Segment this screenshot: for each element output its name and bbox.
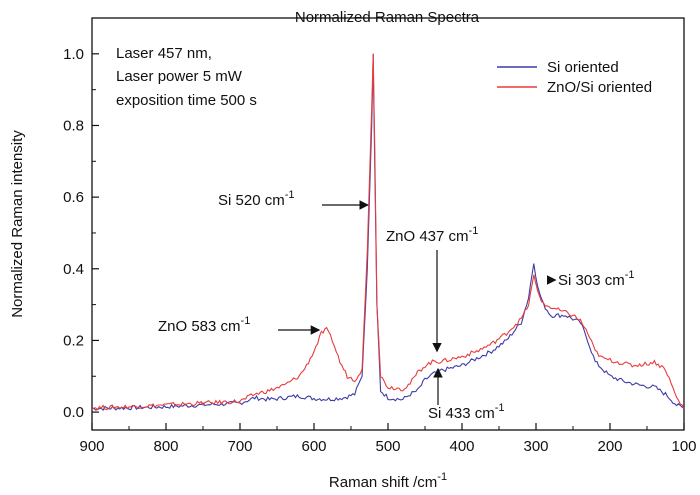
- annotation-si-303: Si 303 cm-1: [558, 269, 634, 289]
- y-axis-title: Normalized Raman intensity: [9, 130, 26, 318]
- y-tick-label-0.2: 0.2: [63, 332, 84, 349]
- y-axis: 0.0 0.2 0.4 0.6 0.8 1.0: [63, 46, 99, 421]
- series-line-zno-si-oriented: [91, 53, 685, 411]
- x-tick-label-800: 800: [153, 438, 178, 455]
- x-tick-label-500: 500: [375, 438, 400, 455]
- x-tick-label-400: 400: [449, 438, 474, 455]
- x-tick-label-300: 300: [523, 438, 548, 455]
- annotation-zno-437: ZnO 437 cm-1: [386, 225, 478, 245]
- y-tick-label-0.4: 0.4: [63, 261, 84, 278]
- info-line-laser: Laser 457 nm,: [116, 45, 212, 62]
- plot-area: 900 800 700 600 500 400 300 200 100 0.0 0.2 0.4 0.6…: [63, 17, 697, 455]
- series-layer: [91, 53, 685, 412]
- info-line-time: exposition time 500 s: [116, 92, 257, 109]
- x-tick-label-900: 900: [79, 438, 104, 455]
- legend: Si oriented ZnO/Si oriented: [497, 59, 652, 96]
- x-tick-label-200: 200: [597, 438, 622, 455]
- x-axis-title: Raman shift /cm-1: [329, 471, 447, 491]
- x-tick-label-700: 700: [227, 438, 252, 455]
- annotation-zno-583: ZnO 583 cm-1: [158, 315, 250, 335]
- x-tick-label-600: 600: [301, 438, 326, 455]
- y-tick-label-0.6: 0.6: [63, 189, 84, 206]
- info-line-power: Laser power 5 mW: [116, 68, 243, 85]
- y-tick-label-1: 1.0: [63, 46, 84, 63]
- legend-label-znosi: ZnO/Si oriented: [547, 79, 652, 96]
- annotation-si-520: Si 520 cm-1: [218, 189, 294, 209]
- annotations: Si 520 cm-1 ZnO 437 cm-1 ZnO 583 cm-1 Si…: [158, 189, 634, 422]
- y-tick-label-0.8: 0.8: [63, 117, 84, 134]
- series-line-si-oriented: [91, 53, 685, 412]
- legend-label-si: Si oriented: [547, 59, 619, 76]
- y-tick-label-0: 0.0: [63, 404, 84, 421]
- measurement-info: Laser 457 nm, Laser power 5 mW expositio…: [116, 45, 257, 109]
- x-axis: 900 800 700 600 500 400 300 200 100: [79, 423, 697, 455]
- x-tick-label-100: 100: [671, 438, 696, 455]
- annotation-si-433: Si 433 cm-1: [428, 402, 504, 422]
